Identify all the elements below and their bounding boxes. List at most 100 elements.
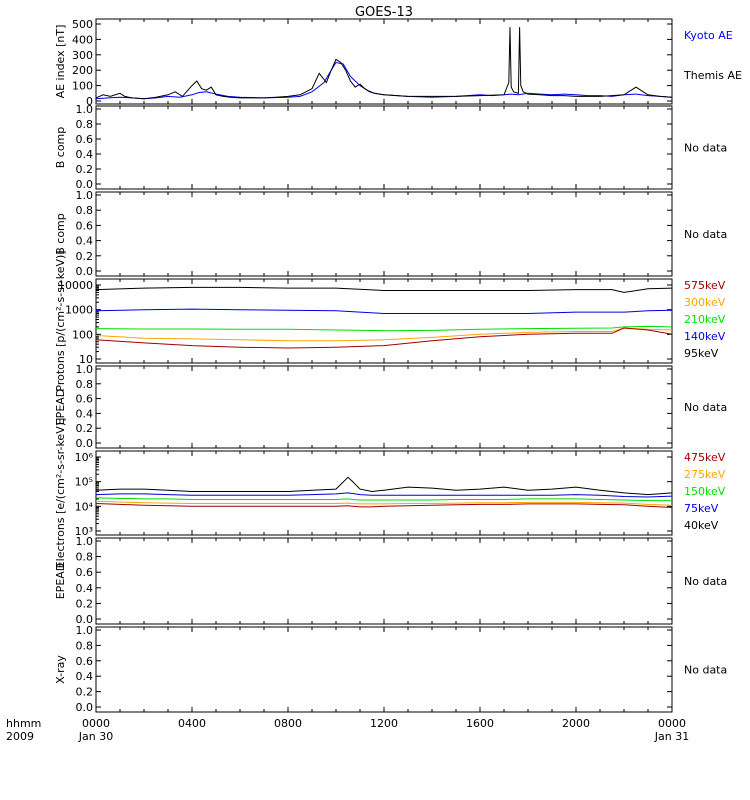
legend-entry: 475keV — [684, 451, 726, 464]
y-tick-label: 0.0 — [76, 178, 94, 191]
y-tick-label: 100 — [72, 328, 93, 341]
y-tick-label: 0.6 — [76, 133, 94, 146]
legend-entry: 275keV — [684, 468, 726, 481]
x-tick-label: 1200 — [370, 717, 398, 730]
panel-5-no-data: No data — [684, 401, 727, 414]
y-tick-label: 0.4 — [76, 235, 94, 248]
y-tick-label: 0.0 — [76, 437, 94, 450]
panels: 0 100 200 300 400 500 AE index [nT] Kyoto AE The… — [54, 18, 742, 714]
y-tick-label: 10000 — [58, 279, 93, 292]
series-line-40kev — [95, 476, 673, 496]
y-tick-label: 0.4 — [76, 148, 94, 161]
series-line-575kev — [95, 327, 673, 349]
panel-5: 0.0 0.2 0.40.6 0.8 1.0 EPEAD No data — [54, 363, 727, 450]
panel-3-ylabel: B comp — [54, 213, 67, 255]
panel-1-frame — [95, 18, 673, 105]
legend-entry: 95keV — [684, 347, 719, 360]
y-tick-label: 1.0 — [76, 103, 94, 116]
x-tick-label: 0000 — [82, 717, 110, 730]
y-tick-label: 0 — [86, 95, 93, 108]
series-line-150kev — [95, 497, 672, 502]
panel-6-ylabel: Electrons [e/(cm²-s-sr-keV)] — [54, 418, 67, 569]
panel-2-frame — [95, 105, 673, 190]
y-tick-label: 1.0 — [76, 189, 94, 202]
legend-entry: 140keV — [684, 330, 726, 343]
y-tick-label: 0.8 — [76, 118, 94, 131]
y-tick-label: 300 — [72, 49, 93, 62]
legend-entry: 40keV — [684, 519, 719, 532]
panel-7-no-data: No data — [684, 575, 727, 588]
y-tick-label: 0.2 — [76, 422, 94, 435]
legend-entry: Themis AE — [683, 69, 742, 82]
series-line-95kev — [95, 286, 673, 293]
y-tick-label: 100 — [72, 80, 93, 93]
x-tick-label: 0800 — [274, 717, 302, 730]
panel-8-no-data: No data — [684, 664, 727, 677]
y-tick-label: 0.2 — [76, 163, 94, 176]
y-tick-label: 1000 — [65, 304, 93, 317]
panel-4-frame — [95, 278, 673, 364]
x-tick-label: 0400 — [178, 717, 206, 730]
y-tick-label: 10³ — [75, 525, 93, 538]
panel-6: 10³ 10⁴ 10⁵ 10⁶ Electrons [e/(cm²-s-sr-keV)]… — [54, 418, 726, 569]
x-axis: hhmm 2009 0000 0400 0800 1200 1600 2000 0000 J… — [6, 717, 689, 743]
y-tick-label: 0.4 — [76, 407, 94, 420]
y-tick-label: 0.2 — [76, 597, 94, 610]
panel-2-ylabel: B comp — [54, 127, 67, 169]
series-line-themis-ae — [95, 27, 673, 100]
y-tick-label: 10⁶ — [75, 451, 94, 464]
y-tick-label: 1.0 — [76, 535, 94, 548]
y-tick-label: 0.6 — [76, 655, 94, 668]
panel-8-ylabel: X-ray — [54, 655, 67, 684]
y-tick-label: 0.6 — [76, 566, 94, 579]
panel-4-ylabel: Protons [p/(cm²-s-sr-keV)] — [54, 250, 67, 391]
y-tick-label: 0.8 — [76, 204, 94, 217]
legend-entry: Kyoto AE — [684, 29, 733, 42]
x-axis-start-date: Jan 30 — [78, 730, 113, 743]
panel-3: 0.0 0.2 0.4 0.6 0.8 1.0 B comp No data — [54, 189, 727, 278]
y-tick-label: 1.0 — [76, 363, 94, 376]
series-line-75kev — [95, 492, 673, 498]
panel-1-ylabel: AE index [nT] — [54, 25, 67, 99]
panel-8-frame — [95, 626, 673, 713]
panel-7: 0.0 0.2 0.4 0.6 0.8 1.0 EPEAD No data — [54, 535, 727, 626]
panel-2-no-data: No data — [684, 142, 727, 155]
x-tick-label: 2000 — [562, 717, 590, 730]
y-tick-label: 10⁴ — [75, 500, 94, 513]
y-tick-label: 0.6 — [76, 219, 94, 232]
series-line-275kev — [95, 500, 673, 506]
panel-5-frame — [95, 365, 673, 449]
y-tick-label: 1.0 — [76, 624, 94, 637]
panel-6-frame — [95, 450, 673, 536]
y-tick-label: 400 — [72, 33, 93, 46]
x-axis-end-date: Jan 31 — [654, 730, 689, 743]
y-tick-label: 0.0 — [76, 613, 94, 626]
panel-7-ylabel: EPEAD — [54, 563, 67, 600]
series-line-kyoto-ae — [95, 61, 673, 100]
legend-entry: 210keV — [684, 313, 726, 326]
y-tick-label: 10 — [79, 353, 93, 366]
series-line-140kev — [95, 308, 673, 314]
series-line-475kev — [95, 503, 673, 508]
x-axis-corner-hhmm: hhmm — [6, 717, 41, 730]
y-tick-label: 0.0 — [76, 701, 94, 714]
x-tick-label: 1600 — [466, 717, 494, 730]
y-tick-label: 10⁵ — [75, 476, 93, 489]
y-tick-label: 0.6 — [76, 393, 94, 406]
y-tick-label: 0.8 — [76, 378, 94, 391]
y-tick-label: 500 — [72, 18, 93, 31]
series-line-300kev — [95, 327, 673, 342]
legend-entry: 575keV — [684, 279, 726, 292]
y-tick-label: 0.2 — [76, 686, 94, 699]
y-tick-label: 0.4 — [76, 582, 94, 595]
y-tick-label: 0.2 — [76, 250, 94, 263]
panel-3-frame — [95, 191, 673, 277]
legend-entry: 300keV — [684, 296, 726, 309]
panel-7-frame — [95, 537, 673, 625]
x-axis-corner-year: 2009 — [6, 730, 34, 743]
panel-5-ylabel: EPEAD — [54, 389, 67, 426]
y-tick-label: 0.8 — [76, 639, 94, 652]
legend-entry: 150keV — [684, 485, 726, 498]
